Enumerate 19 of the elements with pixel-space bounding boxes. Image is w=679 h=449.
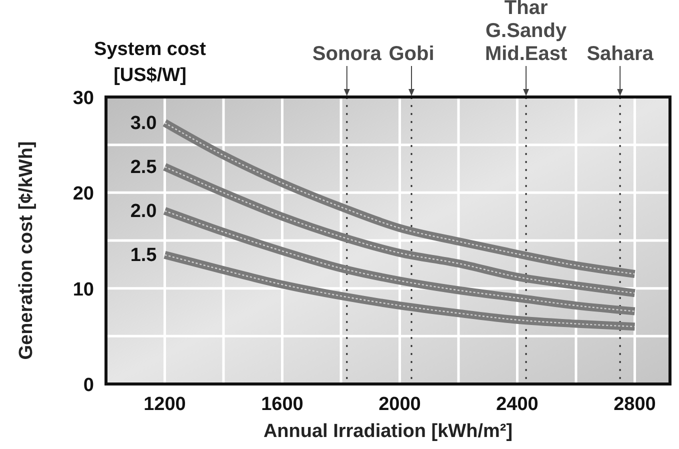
x-tick-label: 2000 <box>378 394 421 415</box>
series-label: 2.0 <box>130 200 157 222</box>
y-tick-label: 0 <box>83 375 94 396</box>
x-tick-label: 2400 <box>496 394 538 415</box>
y-tick-label: 30 <box>72 88 94 109</box>
series-label: 3.0 <box>130 112 157 134</box>
ref-line-label: Gobi <box>388 43 434 65</box>
y-tick-label: 10 <box>72 279 94 300</box>
legend-title: System cost [US$/W] <box>94 39 207 86</box>
series-label: 2.5 <box>130 156 158 178</box>
series-label: 1.5 <box>130 244 158 266</box>
ref-line-label: Sahara <box>586 43 654 65</box>
y-axis-title: Generation cost [¢/kWh] <box>16 141 37 360</box>
x-tick-label: 1200 <box>144 394 186 415</box>
ref-line-label: Sonora <box>312 43 382 65</box>
x-tick-label: 2800 <box>614 394 656 415</box>
y-tick-label: 20 <box>72 184 94 205</box>
x-axis-title: Annual Irradiation [kWh/m²] <box>263 421 513 442</box>
x-tick-label: 1600 <box>261 394 304 415</box>
